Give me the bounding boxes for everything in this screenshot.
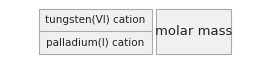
- Text: tungsten(VI) cation: tungsten(VI) cation: [45, 15, 146, 25]
- Bar: [156, 9, 231, 54]
- Text: palladium(I) cation: palladium(I) cation: [47, 38, 145, 48]
- Bar: [39, 9, 152, 54]
- Text: molar mass: molar mass: [155, 25, 232, 38]
